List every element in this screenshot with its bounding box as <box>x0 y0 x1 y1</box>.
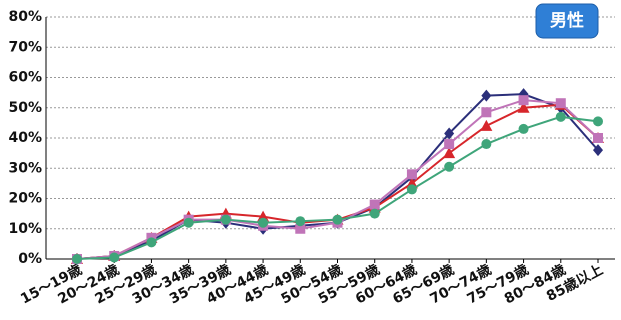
y-tick-label: 60% <box>8 70 42 86</box>
point <box>481 107 492 118</box>
point <box>183 217 194 228</box>
point <box>332 214 343 225</box>
point <box>555 111 566 122</box>
y-tick-label: 20% <box>8 191 42 207</box>
y-tick-label: 0% <box>18 251 42 267</box>
point <box>109 252 120 263</box>
badge-box <box>535 3 599 39</box>
point <box>295 216 306 227</box>
point <box>593 144 603 157</box>
y-tick-label: 40% <box>8 130 42 146</box>
point <box>406 184 417 195</box>
point <box>481 139 492 150</box>
point <box>146 237 157 248</box>
point <box>444 127 455 140</box>
point <box>517 101 530 113</box>
y-tick-label: 30% <box>8 160 42 176</box>
y-tick-label: 10% <box>8 221 42 237</box>
point <box>443 147 456 159</box>
y-tick-label: 80% <box>8 9 42 25</box>
y-tick-label: 70% <box>8 39 42 55</box>
point <box>593 133 603 143</box>
point <box>444 139 455 150</box>
point <box>406 169 417 180</box>
point <box>480 119 493 131</box>
point <box>444 161 455 172</box>
point <box>518 123 529 134</box>
point <box>220 214 231 225</box>
point <box>369 208 380 219</box>
point <box>481 89 492 102</box>
point <box>258 217 269 228</box>
point <box>518 95 529 106</box>
y-tick-label: 50% <box>8 100 42 116</box>
point <box>295 223 306 234</box>
point <box>593 116 603 127</box>
point <box>369 199 380 210</box>
point <box>72 254 82 264</box>
point <box>555 98 566 109</box>
badge: 男性 <box>550 10 584 31</box>
